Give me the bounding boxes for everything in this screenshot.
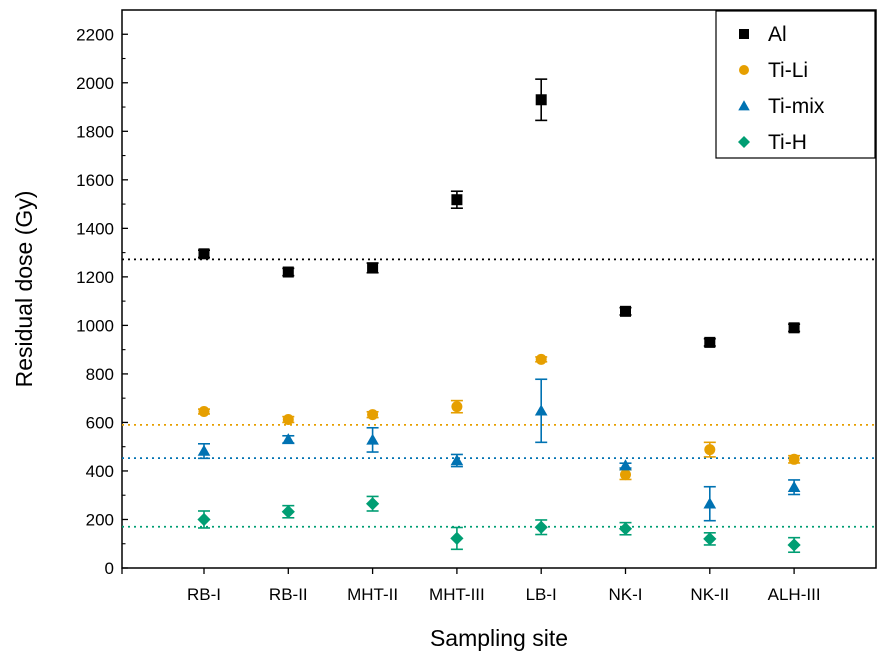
legend-label: Al <box>768 23 787 46</box>
data-point-al <box>704 336 716 348</box>
series-layer <box>197 78 801 554</box>
data-point-al <box>451 194 463 206</box>
data-point-al <box>367 262 379 274</box>
data-point-ti-li <box>367 409 379 421</box>
y-axis: 0 200 400 600 800 1000 1200 1400 1600 1800 2000 220… <box>76 25 128 578</box>
x-tick-label: NK-I <box>609 585 643 604</box>
series-ti-li <box>198 353 801 481</box>
data-point-ti-mix <box>366 433 379 445</box>
data-point-ti-h <box>450 531 464 546</box>
y-tick-label: 800 <box>86 365 114 384</box>
data-point-ti-mix <box>703 497 717 509</box>
x-tick-label: MHT-II <box>347 585 398 604</box>
data-point-ti-li <box>704 444 716 456</box>
y-tick-label: 200 <box>86 510 114 529</box>
y-tick-label: 400 <box>86 462 114 481</box>
legend-marker-ti-li <box>739 65 749 75</box>
legend-label: Ti-H <box>768 131 807 154</box>
legend-marker-al <box>739 29 749 39</box>
data-point-ti-mix <box>619 459 632 471</box>
x-tick-label: MHT-III <box>429 585 485 604</box>
y-tick-label: 600 <box>86 413 114 432</box>
data-point-ti-li <box>282 414 294 426</box>
y-tick-label: 1600 <box>76 171 114 190</box>
data-point-al <box>788 322 800 334</box>
data-point-al <box>282 266 294 278</box>
data-point-ti-mix <box>281 433 295 445</box>
legend-marker-ti-h <box>738 136 750 148</box>
x-tick-label: RB-I <box>187 585 221 604</box>
data-point-ti-mix <box>197 444 211 456</box>
x-tick-label: ALH-III <box>768 585 821 604</box>
y-tick-label: 1000 <box>76 316 114 335</box>
data-point-ti-h <box>618 522 633 536</box>
y-tick-label: 1200 <box>76 268 114 287</box>
data-point-ti-h <box>787 538 801 552</box>
y-tick-label: 1400 <box>76 219 114 238</box>
x-tick-label: NK-II <box>690 585 729 604</box>
data-point-al <box>620 305 631 317</box>
data-point-ti-mix <box>534 404 548 416</box>
x-tick-label: LB-I <box>526 585 557 604</box>
data-point-ti-li <box>535 353 547 365</box>
legend-label: Ti-Li <box>768 59 808 82</box>
legend: Al Ti-Li Ti-mix Ti-H <box>715 10 876 159</box>
x-axis: RB-I RB-II MHT-II MHT-III LB-I NK-I NK-II ALH-I… <box>121 568 821 604</box>
plot-frame <box>121 9 877 569</box>
data-point-ti-h <box>197 512 211 527</box>
data-point-ti-li <box>788 453 800 465</box>
data-point-ti-h <box>281 505 295 519</box>
data-point-ti-h <box>534 520 548 534</box>
data-point-al <box>198 248 210 260</box>
legend-label: Ti-mix <box>768 95 825 118</box>
series-ti-mix <box>197 378 801 522</box>
x-tick-label: RB-II <box>269 585 308 604</box>
data-point-ti-li <box>198 406 210 418</box>
data-point-al <box>535 94 547 106</box>
y-tick-label: 0 <box>105 559 114 578</box>
legend-marker-ti-mix <box>738 100 750 111</box>
reference-lines <box>122 258 876 528</box>
data-point-ti-li <box>451 401 463 413</box>
series-al <box>198 78 801 348</box>
data-point-ti-mix <box>787 480 801 492</box>
y-axis-title: Residual dose (Gy) <box>11 191 37 388</box>
y-tick-label: 2200 <box>76 25 114 44</box>
y-tick-label: 1800 <box>76 122 114 141</box>
x-axis-title: Sampling site <box>430 625 568 651</box>
data-point-ti-mix <box>450 454 464 466</box>
data-point-ti-li <box>620 469 631 481</box>
y-tick-label: 2000 <box>76 74 114 93</box>
data-point-ti-h <box>703 532 717 546</box>
data-point-ti-h <box>366 497 380 511</box>
series-ti-h <box>197 495 801 554</box>
